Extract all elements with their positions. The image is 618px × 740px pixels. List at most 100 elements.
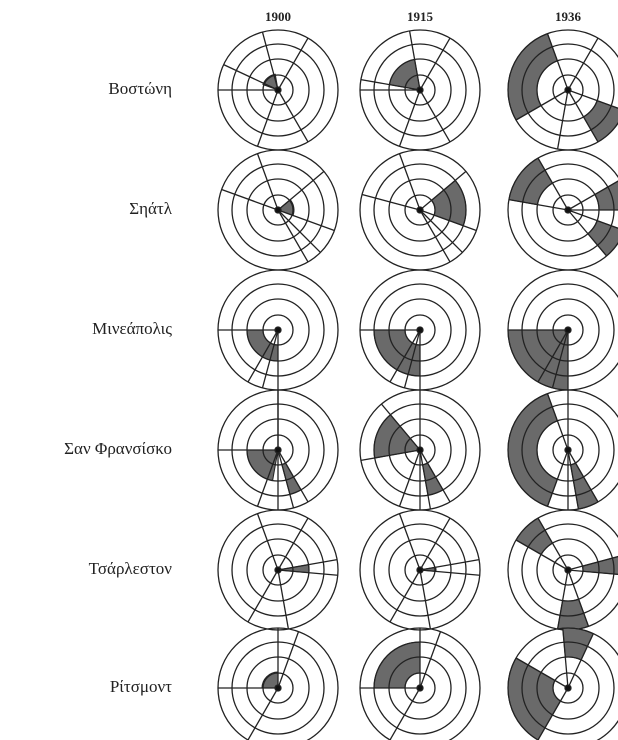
spoke: [256, 449, 279, 507]
spoke: [256, 513, 279, 571]
ring: [536, 656, 600, 720]
spoke: [546, 449, 569, 507]
shaded-sector: [507, 392, 559, 508]
spoke: [247, 329, 279, 383]
spoke: [398, 513, 421, 571]
spoke: [419, 449, 432, 510]
center-dot: [564, 446, 572, 454]
center-dot: [274, 446, 282, 454]
spoke: [419, 209, 477, 232]
ring: [521, 641, 615, 735]
spoke: [551, 329, 569, 389]
column-header: 1900: [265, 9, 291, 24]
spoke: [403, 329, 421, 389]
spoke: [247, 569, 279, 623]
column-header: 1936: [555, 9, 582, 24]
spoke: [277, 209, 335, 232]
spoke: [515, 657, 569, 689]
center-dot: [564, 566, 572, 574]
spoke: [537, 687, 569, 740]
shaded-sector: [430, 179, 467, 227]
center-dot: [564, 684, 572, 692]
spoke: [398, 153, 421, 211]
center-dot: [416, 446, 424, 454]
spoke: [261, 31, 279, 91]
spoke: [567, 209, 618, 229]
spoke: [223, 64, 279, 91]
spoke: [380, 403, 421, 451]
spoke: [419, 517, 451, 571]
center-dot: [274, 684, 282, 692]
spoke: [256, 153, 279, 211]
ring: [552, 672, 584, 704]
spoke: [277, 449, 309, 503]
spoke: [556, 569, 569, 630]
shaded-sector: [281, 462, 302, 496]
row-label: Βοστώνη: [108, 79, 172, 98]
spoke: [419, 89, 451, 143]
spoke: [419, 37, 451, 91]
spoke: [398, 449, 421, 507]
ring: [521, 43, 615, 137]
ring: [521, 523, 615, 617]
spoke: [389, 569, 421, 623]
spoke: [247, 687, 279, 740]
row-label: Τσάρλεστον: [89, 559, 173, 578]
spoke: [361, 193, 421, 211]
center-dot: [274, 206, 282, 214]
row-label: Ρίτσμοντ: [110, 677, 172, 696]
spoke: [419, 631, 442, 689]
spoke: [546, 33, 569, 91]
spoke: [567, 37, 599, 91]
center-dot: [416, 684, 424, 692]
spoke: [221, 188, 279, 211]
spoke: [419, 209, 463, 253]
ring: [536, 58, 600, 122]
spoke: [562, 628, 569, 689]
ring: [246, 538, 310, 602]
ring: [507, 627, 618, 740]
spoke: [277, 569, 290, 630]
spoke: [537, 517, 569, 571]
ring: [388, 178, 452, 242]
spoke: [567, 209, 608, 257]
spoke: [508, 198, 569, 211]
spoke: [515, 89, 569, 121]
spoke: [419, 209, 451, 263]
spoke: [419, 569, 480, 576]
column-header: 1915: [407, 9, 434, 24]
center-dot: [274, 566, 282, 574]
spoke: [277, 209, 309, 263]
spoke: [567, 89, 599, 143]
spoke: [277, 569, 338, 576]
row-label: Σηάτλ: [129, 199, 173, 218]
ring: [231, 163, 325, 257]
spoke: [277, 449, 295, 509]
ring: [373, 523, 467, 617]
spoke: [419, 449, 451, 503]
spoke: [567, 555, 618, 571]
spoke: [256, 89, 279, 147]
row-label: Μινεάπολις: [92, 319, 172, 338]
ring: [262, 194, 294, 226]
ring: [388, 538, 452, 602]
spoke: [567, 633, 594, 689]
center-dot: [274, 86, 282, 94]
spoke: [515, 539, 569, 571]
spoke: [419, 170, 467, 211]
spoke: [360, 449, 421, 462]
spoke: [277, 37, 309, 91]
shaded-sector: [507, 657, 562, 740]
spoke: [360, 78, 421, 91]
spoke: [567, 180, 618, 211]
spoke: [567, 89, 618, 109]
shaded-sector: [507, 32, 559, 121]
spoke: [408, 30, 421, 91]
spoke: [277, 89, 309, 143]
spoke: [277, 631, 300, 689]
ring: [552, 74, 584, 106]
spoke: [389, 329, 421, 383]
spoke: [567, 569, 590, 627]
ring: [246, 178, 310, 242]
